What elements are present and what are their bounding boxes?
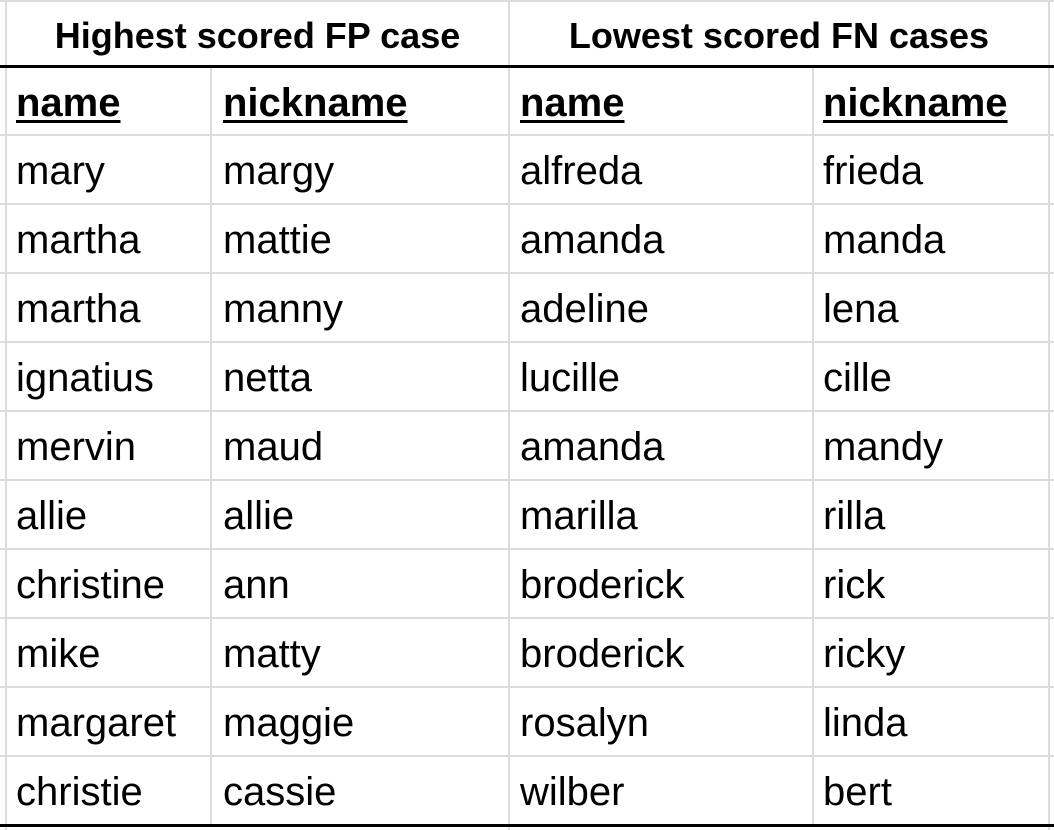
row-divider: [0, 410, 1054, 412]
table-cell: margaret: [16, 701, 177, 745]
table-cell: matty: [223, 632, 321, 676]
table-cell: amanda: [520, 425, 665, 469]
table-cell: lucille: [520, 356, 621, 400]
footer-rule: [0, 824, 1054, 827]
table-cell: mary: [16, 149, 105, 193]
table-cell: ignatius: [16, 356, 154, 400]
table-cell: amanda: [520, 218, 665, 262]
column-divider: [5, 0, 7, 830]
row-divider: [0, 548, 1054, 550]
column-divider: [508, 0, 510, 830]
column-header-nickname: nickname: [223, 81, 408, 125]
table-cell: cille: [823, 356, 892, 400]
row-divider: [0, 617, 1054, 619]
column-header-name: name: [520, 81, 625, 125]
row-divider: [0, 755, 1054, 757]
table-cell: mervin: [16, 425, 137, 469]
column-header-name: name: [16, 81, 121, 125]
table-cell: margy: [223, 149, 335, 193]
table-cell: ann: [223, 563, 290, 607]
table-cell: christine: [16, 563, 165, 607]
group-title-fp: Highest scored FP case: [54, 15, 461, 56]
column-divider: [812, 68, 814, 824]
table-cell: allie: [223, 494, 295, 538]
table-cell: allie: [16, 494, 88, 538]
table-cell: mattie: [223, 218, 332, 262]
table-cell: mike: [16, 632, 101, 676]
table-cell: adeline: [520, 287, 650, 331]
table-cell: manda: [823, 218, 946, 262]
row-divider: [0, 0, 1054, 2]
table-cell: marilla: [520, 494, 638, 538]
table-cell: lena: [823, 287, 899, 331]
row-divider: [0, 203, 1054, 205]
group-title-fn: Lowest scored FN cases: [568, 15, 990, 56]
table-cell: alfreda: [520, 149, 643, 193]
table-cell: linda: [823, 701, 908, 745]
table-cell: netta: [223, 356, 312, 400]
table-cell: christie: [16, 770, 143, 814]
row-divider: [0, 341, 1054, 343]
column-divider: [1048, 0, 1050, 830]
row-divider: [0, 479, 1054, 481]
table-cell: frieda: [823, 149, 924, 193]
table-cell: wilber: [520, 770, 625, 814]
row-divider: [0, 686, 1054, 688]
row-divider: [0, 272, 1054, 274]
table-cell: broderick: [520, 632, 685, 676]
table-cell: martha: [16, 287, 141, 331]
table-cell: broderick: [520, 563, 685, 607]
header-rule: [0, 65, 1054, 68]
column-divider: [210, 68, 212, 824]
table-cell: bert: [823, 770, 892, 814]
table-cell: rick: [823, 563, 886, 607]
table-cell: mandy: [823, 425, 944, 469]
table-cell: maggie: [223, 701, 355, 745]
table-cell: maud: [223, 425, 324, 469]
table-cell: manny: [223, 287, 344, 331]
column-header-nickname: nickname: [823, 81, 1008, 125]
table-cell: rosalyn: [520, 701, 649, 745]
row-divider: [0, 134, 1054, 136]
table-cell: cassie: [223, 770, 337, 814]
table-cell: martha: [16, 218, 141, 262]
table-cell: rilla: [823, 494, 886, 538]
table-cell: ricky: [823, 632, 906, 676]
